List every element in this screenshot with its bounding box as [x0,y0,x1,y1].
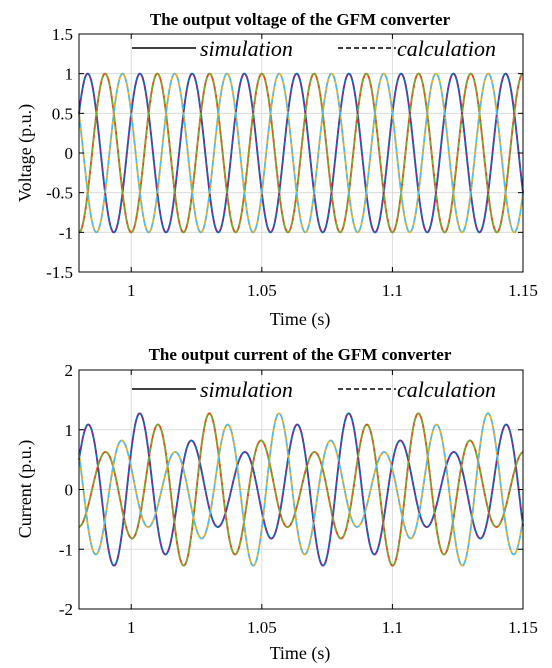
y-tick-label: 2 [65,361,74,380]
x-axis-label: Time (s) [270,643,331,664]
y-tick-label: 0.5 [52,104,73,123]
series-c-calculation-line [78,412,524,567]
y-tick-label: -1 [59,223,73,242]
legend-simulation-label: simulation [200,377,293,402]
series-b-calculation-line [78,412,524,567]
current-chart: The output current of the GFM converter … [15,345,538,664]
y-tick-label: -2 [59,600,73,619]
voltage-chart: The output voltage of the GFM converter … [15,10,538,330]
x-tick-label: 1.05 [247,281,277,300]
x-tick-label: 1 [127,618,136,637]
chart-title: The output voltage of the GFM converter [150,10,451,29]
x-tick-label: 1.05 [247,618,277,637]
y-tick-label: -0.5 [46,184,73,203]
y-tick-label: -1.5 [46,263,73,282]
y-tick-label: -1 [59,540,73,559]
y-tick-label: 1 [65,421,74,440]
series-a-calculation-line [78,72,524,234]
y-tick-label: 1 [65,65,74,84]
x-tick-label: 1.15 [508,281,538,300]
waveforms [78,72,524,234]
y-axis-label: Voltage (p.u.) [15,104,36,202]
legend-calculation-label: calculation [397,36,496,61]
x-tick-label: 1.1 [382,281,403,300]
legend: simulation calculation [132,36,496,61]
legend-simulation-label: simulation [200,36,293,61]
ticks: 1 1.05 1.1 1.15 1.5 1 0.5 0 -0.5 -1 -1.5 [46,25,538,300]
series-b-calculation-line [78,72,524,234]
series-c-calculation-line [78,72,524,234]
waveforms [78,412,524,567]
x-tick-label: 1.1 [382,618,403,637]
y-tick-label: 0 [65,481,74,500]
ticks: 1 1.05 1.1 1.15 2 1 0 -1 -2 [59,361,538,637]
series-a-calculation-line [78,412,524,567]
legend: simulation calculation [132,377,496,402]
y-axis-label: Current (p.u.) [15,440,36,538]
x-tick-label: 1.15 [508,618,538,637]
legend-calculation-label: calculation [397,377,496,402]
y-tick-label: 0 [65,144,74,163]
chart-title: The output current of the GFM converter [149,345,452,364]
x-axis-label: Time (s) [270,309,331,330]
y-tick-label: 1.5 [52,25,73,44]
x-tick-label: 1 [127,281,136,300]
